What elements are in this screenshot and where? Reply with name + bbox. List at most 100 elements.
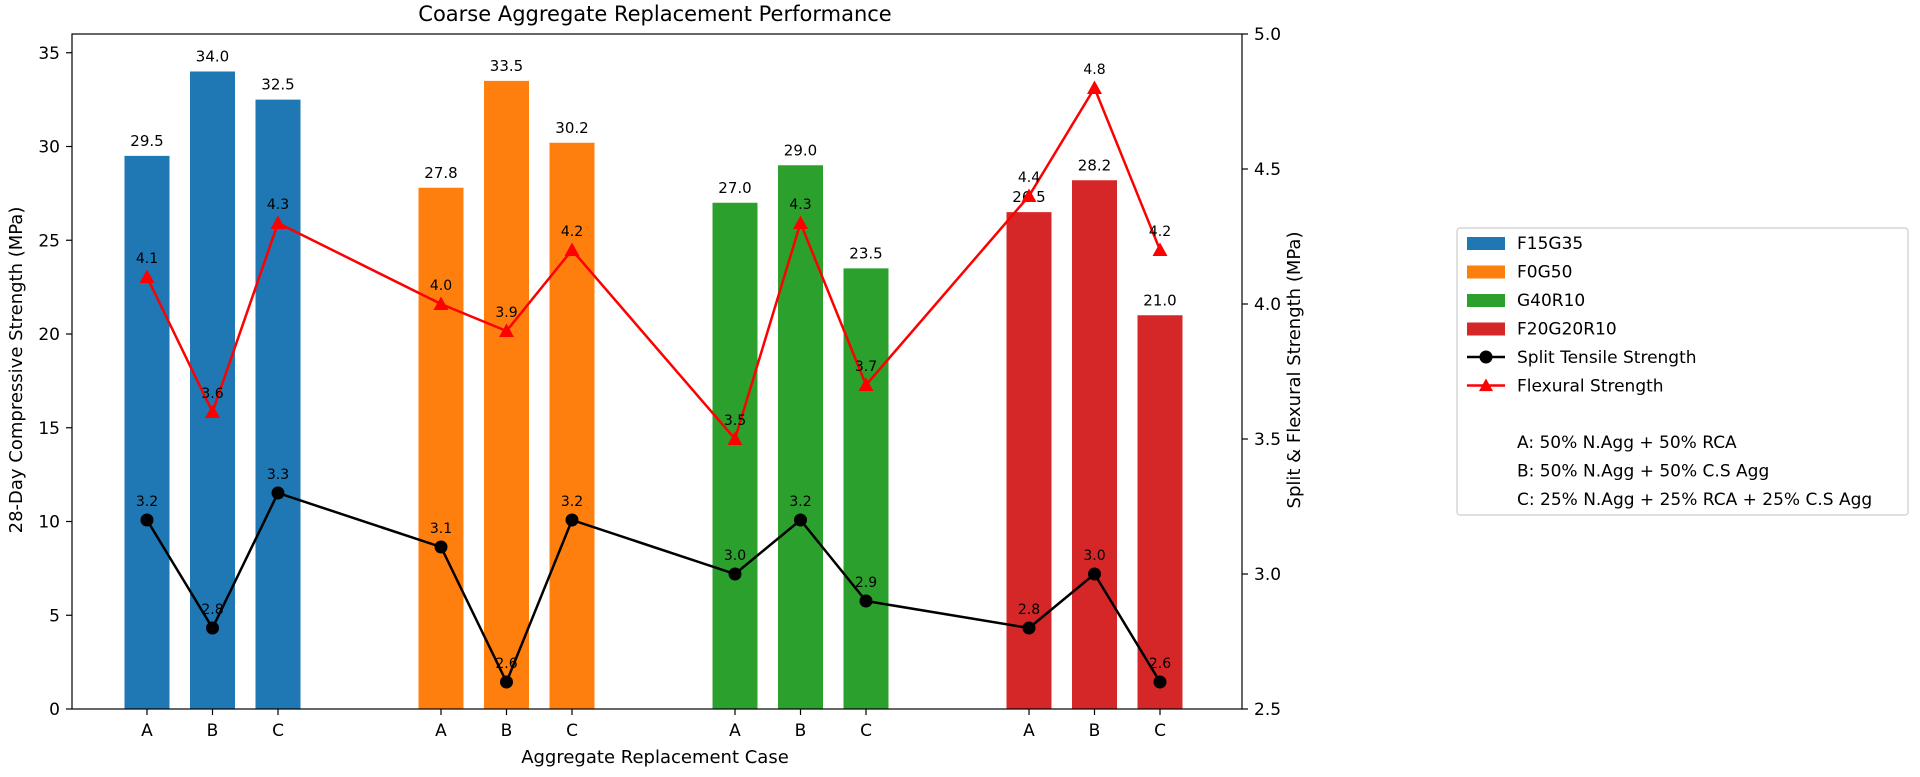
line-value-label: 2.6 bbox=[1149, 656, 1171, 672]
line-value-label: 4.0 bbox=[430, 278, 452, 294]
line-value-label: 3.0 bbox=[1083, 548, 1105, 564]
line-marker-flexural bbox=[1152, 242, 1168, 256]
y-right-tick-label: 4.0 bbox=[1254, 295, 1281, 315]
line-split-tensile bbox=[145, 491, 1162, 686]
bar-value-label: 28.2 bbox=[1078, 156, 1111, 174]
bar-F0G50-A bbox=[418, 187, 464, 709]
line-marker-flexural bbox=[858, 377, 874, 391]
legend-swatch-G40R10 bbox=[1467, 294, 1505, 307]
line-marker-flexural bbox=[1087, 80, 1102, 94]
line-value-label: 3.7 bbox=[855, 359, 877, 375]
legend-marker-split-tensile bbox=[1479, 350, 1493, 364]
line-value-label: 3.2 bbox=[561, 494, 583, 510]
legend-label: F0G50 bbox=[1517, 263, 1572, 283]
line-value-label: 2.6 bbox=[495, 656, 517, 672]
legend-label: Split Tensile Strength bbox=[1517, 348, 1697, 368]
line-marker-split-tensile bbox=[859, 594, 873, 608]
bar-value-label: 21.0 bbox=[1143, 291, 1176, 309]
legend: F15G35 F0G50 G40R10 F20G20R10 Split Tensile … bbox=[1456, 227, 1909, 516]
line-value-label: 3.2 bbox=[789, 494, 811, 510]
line-flexural bbox=[145, 85, 1162, 442]
line-marker-flexural bbox=[499, 323, 514, 337]
x-tick-label: B bbox=[795, 721, 807, 741]
line-marker-split-tensile bbox=[434, 540, 448, 554]
legend-label: F20G20R10 bbox=[1517, 320, 1617, 340]
line-value-label: 2.8 bbox=[201, 602, 223, 618]
x-tick-label: C bbox=[1154, 721, 1166, 741]
line-marker-flexural bbox=[205, 404, 220, 418]
y-left-tick-label: 20 bbox=[38, 325, 60, 345]
bar-value-label: 27.0 bbox=[718, 179, 751, 197]
x-tick-label: C bbox=[860, 721, 872, 741]
legend-swatch-F0G50 bbox=[1467, 265, 1505, 279]
y-axis-label-left: 28-Day Compressive Strength (MPa) bbox=[6, 207, 27, 534]
y-right-tick-label: 3.0 bbox=[1254, 565, 1281, 585]
x-tick-label: C bbox=[566, 721, 578, 741]
line-value-label: 4.8 bbox=[1083, 62, 1105, 78]
bar-value-label: 33.5 bbox=[490, 57, 523, 75]
y-left-tick-label: 0 bbox=[49, 700, 60, 720]
line-value-label: 4.1 bbox=[136, 251, 158, 267]
legend-entries: F15G35 F0G50 G40R10 F20G20R10 Split Tensile … bbox=[1467, 234, 1872, 510]
bar-labels-layer: 29.534.032.527.833.530.227.029.023.526.5… bbox=[130, 48, 1176, 310]
line-value-label: 3.5 bbox=[724, 413, 746, 429]
line-marker-split-tensile bbox=[1153, 675, 1167, 689]
line-marker-split-tensile bbox=[206, 621, 219, 635]
bar-value-label: 27.8 bbox=[424, 164, 457, 182]
line-value-label: 2.9 bbox=[855, 575, 877, 591]
legend-note: B: 50% N.Agg + 50% C.S Agg bbox=[1517, 462, 1769, 482]
bar-G40R10-C bbox=[843, 268, 889, 709]
legend-swatch-F20G20R10 bbox=[1467, 322, 1505, 336]
line-value-label: 3.2 bbox=[136, 494, 158, 510]
bar-F20G20R10-B bbox=[1072, 180, 1117, 709]
y-right-tick-label: 4.5 bbox=[1254, 160, 1281, 180]
plot-frame bbox=[71, 33, 1243, 710]
bar-F0G50-C bbox=[549, 142, 595, 709]
line-marker-split-tensile bbox=[1088, 567, 1101, 581]
line-marker-split-tensile bbox=[1022, 621, 1036, 635]
legend-label: F15G35 bbox=[1517, 234, 1583, 254]
line-value-label: 4.2 bbox=[561, 224, 583, 240]
line-marker-split-tensile bbox=[500, 675, 513, 689]
line-value-label: 2.8 bbox=[1018, 602, 1040, 618]
line-marker-flexural bbox=[727, 431, 743, 445]
line-marker-flexural bbox=[139, 269, 155, 283]
line-marker-flexural bbox=[564, 242, 580, 256]
y-left-tick-label: 25 bbox=[38, 231, 60, 251]
line-marker-flexural bbox=[793, 215, 808, 229]
line-value-label: 3.1 bbox=[430, 521, 452, 537]
legend-label: G40R10 bbox=[1517, 291, 1585, 311]
line-value-label: 4.2 bbox=[1149, 224, 1171, 240]
bar-value-label: 29.5 bbox=[130, 132, 163, 150]
lines-layer: 3.2 2.8 3.3 3.1 2.6 3.2 3.0 3.2 2.9 2.8 3.0 2.6 4.1 3… bbox=[136, 62, 1171, 689]
bar-F0G50-B bbox=[484, 80, 529, 709]
line-value-label: 4.4 bbox=[1018, 170, 1040, 186]
bar-F20G20R10-C bbox=[1137, 315, 1183, 709]
legend-note: C: 25% N.Agg + 25% RCA + 25% C.S Agg bbox=[1517, 490, 1872, 510]
x-tick-label: A bbox=[729, 721, 741, 741]
x-tick-label: A bbox=[1023, 721, 1035, 741]
y-left-tick-label: 5 bbox=[49, 606, 60, 626]
line-value-label: 4.3 bbox=[789, 197, 811, 213]
legend-marker-flexural bbox=[1479, 378, 1493, 392]
chart-title: Coarse Aggregate Replacement Performance bbox=[418, 2, 891, 26]
legend-note: A: 50% N.Agg + 50% RCA bbox=[1517, 433, 1737, 453]
line-marker-flexural bbox=[270, 215, 286, 229]
bar-value-label: 32.5 bbox=[261, 76, 294, 94]
legend-label: Flexural Strength bbox=[1517, 377, 1664, 397]
x-tick-label: A bbox=[435, 721, 447, 741]
y-left-tick-label: 10 bbox=[38, 513, 60, 533]
bar-F15G35-A bbox=[124, 155, 170, 709]
line-value-label: 3.3 bbox=[267, 467, 289, 483]
bar-value-label: 23.5 bbox=[849, 244, 882, 262]
line-marker-split-tensile bbox=[140, 513, 154, 527]
y-right-tick-label: 2.5 bbox=[1254, 700, 1281, 720]
axes-layer: 0 5 10 15 20 25 30 35 2.5 3.0 3.5 4.0 4.5 5.0 A B C A B C A B… bbox=[38, 25, 1281, 741]
bar-value-label: 30.2 bbox=[555, 119, 588, 137]
legend-frame bbox=[1456, 227, 1909, 516]
line-marker-split-tensile bbox=[565, 513, 579, 527]
x-tick-label: C bbox=[272, 721, 284, 741]
line-value-label: 3.6 bbox=[201, 386, 223, 402]
bar-value-label: 34.0 bbox=[196, 48, 229, 66]
